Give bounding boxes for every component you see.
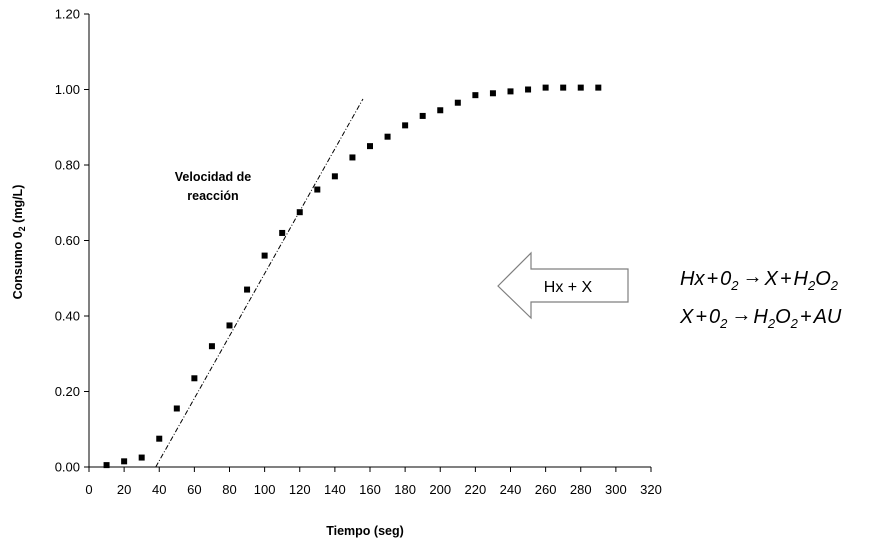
eq2-o2-sub: 2 [790,316,799,331]
x-tick-label: 60 [187,482,201,497]
eq2-o2: O [775,306,791,328]
eq1-h: H [794,268,809,290]
eq2-h-sub: 2 [767,316,776,331]
tangent-line [155,98,364,468]
annotation-line2: reacción [187,189,238,203]
x-tick-label: 180 [394,482,416,497]
data-point [261,252,268,259]
arrow-label: Hx + X [544,279,593,296]
equation-1: Hx +02 → X + H2O2 [680,266,839,293]
eq2-o: 0 [709,306,720,328]
eq2-arrow: → [731,304,751,326]
eq1-o-sub: 2 [730,278,739,293]
eq1-arrow: → [743,266,763,288]
y-tick-label: 0.20 [55,384,80,399]
y-axis-label-sub: 2 [17,226,27,231]
data-point [384,133,391,140]
equation-2: X +02 → H2O2 + AU [679,304,842,331]
eq2-h: H [753,306,768,328]
data-point [437,107,444,114]
eq1-plus: + [706,268,718,290]
data-point [296,209,303,216]
data-point [173,405,180,412]
x-tick-label: 240 [500,482,522,497]
eq1-o2-sub: 2 [830,278,839,293]
x-tick-label: 20 [117,482,131,497]
x-tick-label: 80 [222,482,236,497]
eq1-o2: O [815,268,831,290]
x-tick-label: 200 [429,482,451,497]
data-point [489,90,496,97]
y-tick-label: 0.00 [55,460,80,475]
x-tick-label: 100 [254,482,276,497]
data-point [331,173,338,180]
data-point [103,462,110,469]
x-tick-label: 0 [85,482,92,497]
data-points [103,84,602,469]
x-tick-label: 120 [289,482,311,497]
y-axis-label-main: Consumo 0 [11,231,25,299]
data-point [402,122,409,129]
data-point [419,112,426,119]
y-axis-label-tail: (mg/L) [11,185,25,227]
data-point [595,84,602,91]
axes: 0.00 0.20 0.40 0.60 0.80 1.00 1.20 0 20 40 60 80 100… [55,7,662,498]
data-point [525,86,532,93]
data-point [244,286,251,293]
data-point [472,92,479,99]
left-arrow-shape [497,251,629,320]
eq1-hx: Hx [680,268,705,290]
data-point [226,322,233,329]
x-axis-label: Tiempo (seg) [326,524,404,538]
x-tick-label: 160 [359,482,381,497]
data-point [191,375,198,382]
y-tick-label: 1.20 [55,7,80,22]
x-tick-label: 220 [465,482,487,497]
x-tick-label: 140 [324,482,346,497]
y-tick-label: 0.80 [55,158,80,173]
annotation-line1: Velocidad de [175,170,251,184]
tangent-line-group [155,98,364,468]
eq1-h-sub: 2 [807,278,816,293]
arrow-callout: Hx + X [497,251,629,320]
data-point [208,343,215,350]
y-axis-label: Consumo 02 (mg/L) [11,185,27,300]
data-point [577,84,584,91]
data-point [314,186,321,193]
x-tick-label: 320 [640,482,662,497]
data-point [349,154,356,161]
eq2-plus2: + [800,306,812,328]
x-tick-label: 40 [152,482,166,497]
y-tick-label: 0.60 [55,233,80,248]
data-point [156,435,163,442]
y-tick-label: 0.40 [55,309,80,324]
data-point [138,454,145,461]
eq1-o: 0 [720,268,731,290]
data-point [542,84,549,91]
data-point [454,99,461,106]
x-tick-label: 260 [535,482,557,497]
data-point [367,143,373,150]
x-tick-label: 300 [605,482,627,497]
data-point [507,88,514,95]
eq1-x: X [764,268,779,290]
y-tick-label: 1.00 [55,82,80,97]
eq2-au: AU [813,306,842,328]
data-point [560,84,567,91]
eq2-o-sub: 2 [719,316,728,331]
x-tick-label: 280 [570,482,592,497]
data-point [279,229,286,236]
eq1-plus2: + [780,268,792,290]
eq2-plus: + [695,306,707,328]
eq2-x: X [679,306,694,328]
data-point [121,458,128,465]
